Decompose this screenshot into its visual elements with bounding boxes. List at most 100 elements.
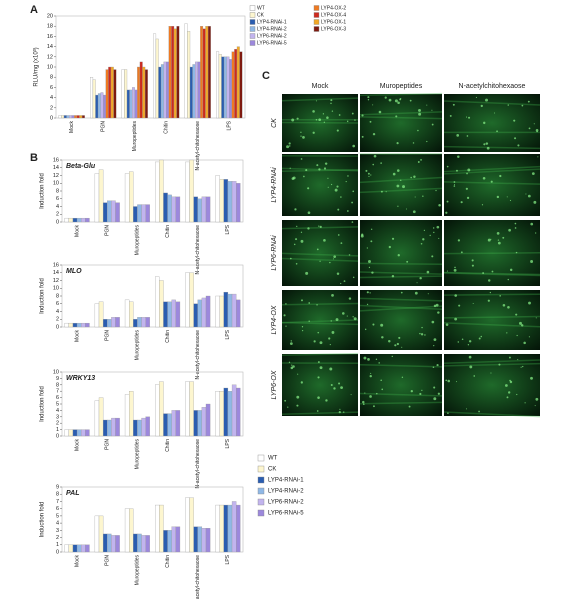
x-tick-label: PGN xyxy=(105,555,111,566)
fluorescent-spot xyxy=(433,397,436,400)
bar xyxy=(127,90,130,118)
fluorescent-spot xyxy=(392,356,393,357)
fluorescent-spot xyxy=(347,121,348,122)
bar xyxy=(203,29,206,118)
fluorescent-spot xyxy=(286,145,289,148)
bar xyxy=(234,49,237,118)
fluorescent-spot xyxy=(301,299,303,301)
row-label: LYP6-OX xyxy=(271,370,278,399)
legend-swatch xyxy=(250,41,255,46)
y-tick-label: 8 xyxy=(50,75,53,81)
fluorescent-spot xyxy=(337,130,339,132)
fluorescent-spot xyxy=(494,112,495,113)
fluorescent-spot xyxy=(469,340,471,342)
y-tick-label: 0 xyxy=(50,115,53,121)
bar xyxy=(153,34,156,118)
bar xyxy=(190,67,193,118)
bar xyxy=(172,410,176,436)
bar xyxy=(107,420,111,436)
fluorescent-spot xyxy=(458,239,460,241)
fluorescent-spot xyxy=(406,261,408,263)
fluorescent-spot xyxy=(530,377,533,380)
bar xyxy=(185,273,189,327)
fluorescent-spot xyxy=(328,187,329,188)
fluorescent-spot xyxy=(468,117,470,119)
bar xyxy=(99,302,103,327)
fluorescent-spot xyxy=(396,185,399,188)
fluorescent-spot xyxy=(426,141,427,142)
fluorescent-spot xyxy=(410,100,412,102)
bar xyxy=(103,319,107,327)
fluorescent-spot xyxy=(285,325,286,326)
y-tick-label: 18 xyxy=(47,24,53,30)
y-tick-label: 6 xyxy=(56,395,59,401)
fluorescent-spot xyxy=(381,191,383,193)
y-tick-label: 9 xyxy=(56,484,59,490)
y-tick-label: 14 xyxy=(47,44,53,50)
fluorescent-spot xyxy=(535,398,538,401)
bar xyxy=(155,505,159,552)
bar xyxy=(155,277,159,327)
y-tick-label: 5 xyxy=(56,513,59,519)
x-tick-label: N-acetyl-chitohexaose xyxy=(195,555,201,599)
fluorescent-spot xyxy=(466,188,468,190)
bar xyxy=(106,70,109,118)
fluorescent-spot xyxy=(373,405,375,407)
bar xyxy=(129,172,133,222)
fluorescent-spot xyxy=(437,226,440,229)
bar xyxy=(229,59,232,118)
fluorescent-spot xyxy=(296,263,298,265)
bar xyxy=(177,26,180,118)
bar xyxy=(146,535,150,552)
bar xyxy=(202,298,206,327)
bar xyxy=(90,77,93,118)
fluorescent-spot xyxy=(397,142,399,144)
bar xyxy=(65,430,69,436)
fluorescent-spot xyxy=(323,239,326,242)
legend-swatch xyxy=(314,13,319,18)
fluorescent-spot xyxy=(436,364,438,366)
fluorescent-spot xyxy=(340,283,341,284)
fluorescent-spot xyxy=(466,117,467,118)
micrograph xyxy=(360,154,442,216)
legend-label: CK xyxy=(257,12,265,18)
bar xyxy=(130,90,133,118)
fluorescent-spot xyxy=(370,121,372,123)
column-label: N-acetylchitohexaose xyxy=(459,83,526,90)
fluorescent-spot xyxy=(353,277,354,278)
bar xyxy=(159,505,163,552)
bar xyxy=(124,70,127,118)
y-tick-label: 10 xyxy=(53,181,59,187)
fluorescent-spot xyxy=(537,156,538,157)
fluorescent-spot xyxy=(337,209,339,211)
bar xyxy=(202,528,206,552)
bar xyxy=(142,535,146,552)
fluorescent-spot xyxy=(332,331,335,334)
fluorescent-spot xyxy=(401,347,402,348)
legend-swatch xyxy=(258,477,264,483)
bar xyxy=(232,501,236,552)
y-tick-label: 6 xyxy=(56,506,59,512)
fluorescent-spot xyxy=(473,303,474,304)
bar xyxy=(163,302,167,327)
x-tick-label: Mock xyxy=(74,555,80,567)
fluorescent-spot xyxy=(329,262,330,263)
micrograph xyxy=(360,354,442,416)
fluorescent-spot xyxy=(343,411,344,412)
fluorescent-spot xyxy=(413,142,414,143)
fluorescent-spot xyxy=(380,162,382,164)
bar xyxy=(216,296,220,327)
bar xyxy=(125,174,129,222)
fluorescent-spot xyxy=(528,302,531,305)
fluorescent-spot xyxy=(351,202,353,204)
fluorescent-spot xyxy=(367,96,369,98)
bar xyxy=(133,207,137,223)
bar xyxy=(224,57,227,118)
fluorescent-spot xyxy=(365,170,367,172)
x-tick-label: Mock xyxy=(74,330,80,342)
fluorescent-spot xyxy=(522,366,523,367)
fluorescent-spot xyxy=(479,337,481,339)
y-axis-label: Induction fold xyxy=(40,502,46,538)
fluorescent-spot xyxy=(333,258,334,259)
